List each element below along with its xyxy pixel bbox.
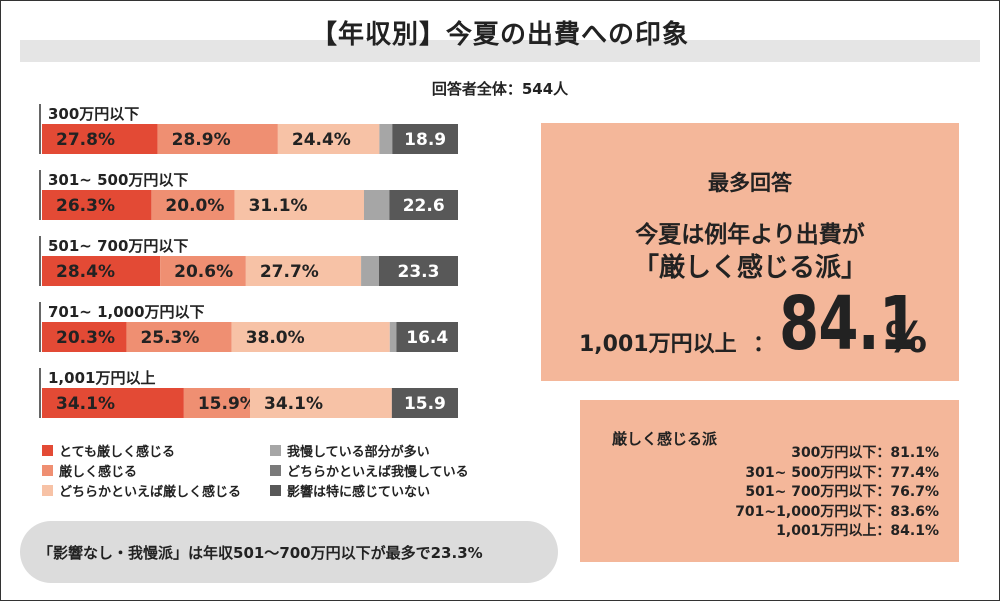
legend-item: どちらかといえば我慢している (270, 461, 469, 480)
highlight-group: 1,001万円以上 (579, 332, 737, 357)
highlight-line2: 「厳しく感じる派」 (632, 253, 867, 283)
bar-segment (160, 256, 246, 286)
bar-value-label: 16.4 (406, 328, 448, 348)
legend-item: とても厳しく感じる (42, 441, 175, 460)
bar-segment (277, 124, 380, 154)
summary-row: 1,001万円以上：84.1% (776, 523, 939, 539)
note-pill: 「影響なし・我慢派」は年収501〜700万円以下が最多で23.3% (20, 521, 558, 583)
legend-label: どちらかといえば厳しく感じる (59, 485, 242, 500)
legend-swatch (42, 445, 53, 456)
legend-item: 我慢している部分が多い (270, 441, 430, 460)
legend-item: 厳しく感じる (42, 461, 137, 480)
bar-value-label: 15.9% (198, 394, 257, 414)
bar-segment (151, 190, 235, 220)
bar-value-label: 23.3 (398, 262, 440, 282)
bar-value-label: 25.3% (140, 328, 199, 348)
legend-swatch (42, 465, 53, 476)
category-label: 1,001万円以上 (48, 369, 155, 387)
bar-value-label: 38.0% (246, 328, 305, 348)
highlight-colon: ： (753, 332, 776, 357)
summary-row: 301~ 500万円以下：77.4% (745, 464, 939, 481)
bar-value-label: 15.9 (404, 394, 446, 414)
bar-segment (245, 256, 362, 286)
bar-value-label: 18.9 (404, 130, 446, 150)
bar-segment (250, 388, 392, 418)
highlight-value: 84.1 (779, 281, 919, 367)
summary-box: 厳しく感じる派 300万円以下：81.1% 301~ 500万円以下：77.4%… (580, 400, 959, 562)
bar-value-label: 28.4% (56, 262, 115, 282)
highlight-unit: % (885, 313, 928, 362)
summary-row: 701~1,000万円以下：83.6% (735, 503, 939, 520)
bar-segment (42, 256, 161, 286)
legend-item: 影響は特に感じていない (270, 481, 430, 500)
respondent-count: 回答者全体：544人 (431, 80, 569, 98)
highlight-box: 最多回答 今夏は例年より出費が 「厳しく感じる派」 1,001万円以上 ： 84… (541, 123, 959, 381)
bar-value-label: 20.0% (165, 196, 224, 216)
legend-swatch (270, 445, 281, 456)
summary-row: 501~ 700万円以下：76.7% (745, 484, 939, 500)
summary-row: 300万円以下：81.1% (791, 445, 939, 461)
bar-segment (361, 256, 379, 286)
category-label: 300万円以下 (48, 105, 139, 123)
category-label: 301~ 500万円以下 (48, 171, 188, 189)
bar-segment (234, 190, 364, 220)
highlight-line1: 今夏は例年より出費が (635, 222, 865, 248)
category-label: 701~ 1,000万円以下 (48, 303, 205, 321)
bar-segment (42, 388, 184, 418)
bar-value-label: 34.1% (264, 394, 323, 414)
bar-segment (157, 124, 278, 154)
bar-segment (389, 322, 397, 352)
bar-segment (389, 190, 458, 220)
bar-value-label: 20.6% (174, 262, 233, 282)
legend-label: どちらかといえば我慢している (287, 465, 469, 480)
bar-value-label: 27.8% (56, 130, 115, 150)
bar-segment (363, 190, 390, 220)
legend-label: 我慢している部分が多い (287, 445, 430, 460)
bar-segment (183, 388, 250, 418)
bar-segment (378, 256, 458, 286)
bar-segment (126, 322, 232, 352)
note-text: 「影響なし・我慢派」は年収501〜700万円以下が最多で23.3% (38, 544, 483, 562)
bar-segment (231, 322, 390, 352)
bar-value-label: 26.3% (56, 196, 115, 216)
bar-value-label: 27.7% (260, 262, 319, 282)
summary-list: 300万円以下：81.1% 301~ 500万円以下：77.4% 501~ 70… (735, 444, 939, 542)
legend-swatch (270, 465, 281, 476)
bar-value-label: 20.3% (56, 328, 115, 348)
title-band (20, 40, 980, 62)
bar-segment (42, 190, 152, 220)
bar-value-label: 34.1% (56, 394, 115, 414)
chart-title: 【年収別】今夏の出費への印象 (310, 20, 689, 50)
legend-label: 影響は特に感じていない (287, 485, 431, 500)
summary-title: 厳しく感じる派 (612, 430, 718, 448)
bar-segment (42, 124, 158, 154)
bar-value-label: 24.4% (292, 130, 351, 150)
bar-segment (42, 322, 127, 352)
bar-segment (392, 124, 458, 154)
bar-segment (379, 124, 393, 154)
highlight-heading: 最多回答 (708, 171, 792, 195)
legend-item: どちらかといえば厳しく感じる (42, 481, 241, 500)
category-label: 501~ 700万円以下 (48, 237, 188, 255)
legend-swatch (42, 485, 53, 496)
bar-value-label: 22.6 (403, 196, 445, 216)
legend-label: 厳しく感じる (59, 465, 138, 480)
bar-segment (391, 388, 458, 418)
bar-value-label: 31.1% (249, 196, 308, 216)
legend-label: とても厳しく感じる (59, 445, 175, 460)
bar-segment (396, 322, 458, 352)
legend-swatch (270, 485, 281, 496)
bar-value-label: 28.9% (172, 130, 231, 150)
